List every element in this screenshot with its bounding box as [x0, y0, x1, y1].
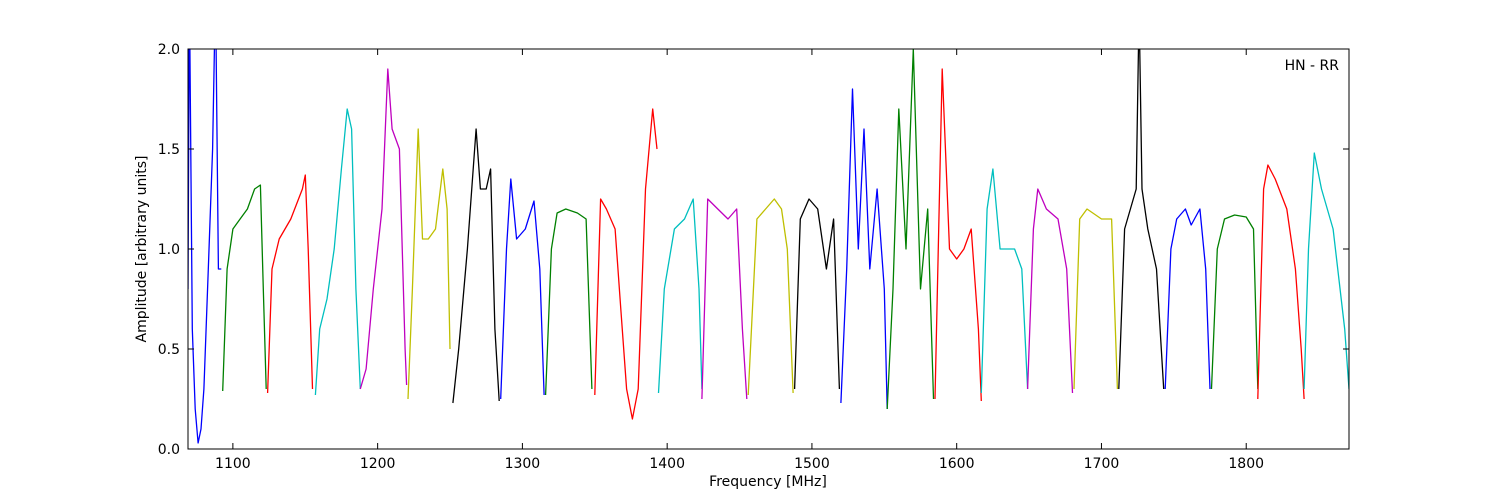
spectrum-line — [1073, 208, 1119, 390]
y-tick-label: 0.0 — [158, 442, 180, 458]
spectrum-line — [452, 128, 500, 404]
spectrum-line — [1303, 152, 1349, 390]
spectrum-line — [1257, 164, 1305, 400]
plot-frame — [187, 48, 1350, 450]
spectrum-line — [544, 208, 593, 396]
spectrum-line — [840, 88, 888, 410]
y-tick-label: 0.5 — [158, 342, 180, 358]
spectrum-line — [1026, 188, 1074, 394]
x-tick-label: 1800 — [1228, 456, 1264, 472]
x-tick-label: 1500 — [794, 456, 830, 472]
x-axis-label: Frequency [MHz] — [709, 474, 827, 490]
x-tick-label: 1300 — [505, 456, 541, 472]
spectrum-line — [266, 174, 314, 394]
y-tick-label: 2.0 — [158, 42, 180, 58]
spectrum-line — [359, 68, 408, 390]
annotation: HN - RR — [1285, 58, 1340, 74]
spectrum-line — [886, 49, 935, 410]
x-tick-label: 1100 — [215, 456, 251, 472]
x-tick-label: 1600 — [939, 456, 975, 472]
spectrum-line — [1210, 214, 1259, 390]
y-axis-label: Amplitude [arbitrary units] — [134, 156, 150, 343]
x-tick-label: 1700 — [1084, 456, 1120, 472]
spectrum-line — [793, 198, 841, 390]
spectrum-line — [1164, 208, 1211, 390]
spectrum-line — [314, 108, 361, 396]
spectrum-line — [407, 128, 451, 400]
spectrum-line — [657, 198, 703, 394]
spectrum-line — [188, 49, 222, 444]
spectrum-line — [500, 178, 545, 400]
y-tick-label: 1.5 — [158, 142, 180, 158]
spectrum-line — [980, 168, 1029, 394]
spectrum-line — [747, 198, 794, 396]
y-tick-label: 1.0 — [158, 242, 180, 258]
spectrum-line — [222, 184, 267, 392]
spectrum-line — [701, 198, 748, 400]
spectrum-line — [934, 68, 982, 402]
spectrum-line — [594, 108, 658, 420]
x-tick-label: 1400 — [649, 456, 685, 472]
plot-lines — [188, 49, 1349, 444]
x-tick-label: 1200 — [360, 456, 396, 472]
spectrum-line — [1118, 49, 1165, 390]
